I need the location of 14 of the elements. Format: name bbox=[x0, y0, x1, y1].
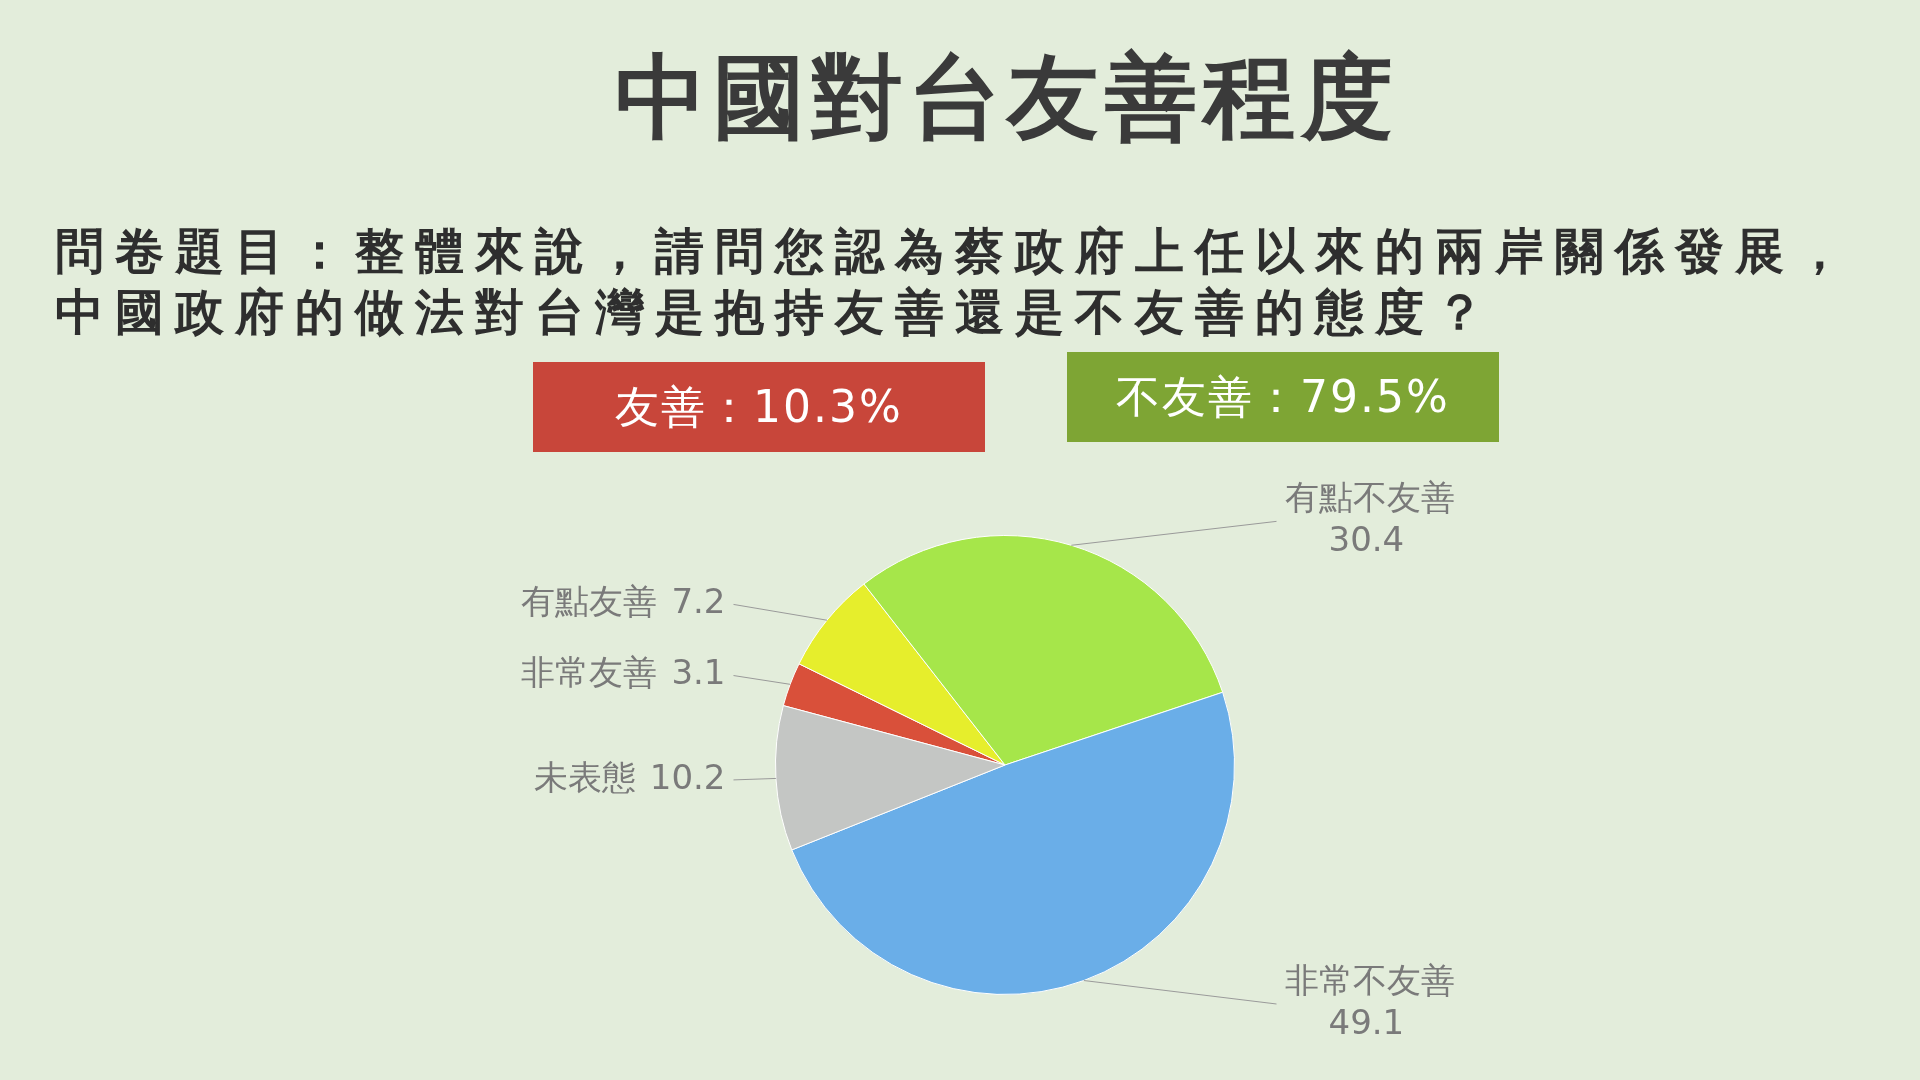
slice-label: 有點不友善 bbox=[1284, 477, 1455, 518]
slice-label: 有點友善 bbox=[521, 581, 658, 622]
chart-title: 中國對台友善程度 bbox=[614, 43, 1400, 153]
data-label: 10.2 bbox=[649, 756, 726, 797]
slice-label: 非常不友善 bbox=[1284, 959, 1455, 1000]
data-label: 30.4 bbox=[1328, 519, 1405, 560]
text: 友善：10.3% bbox=[533, 362, 985, 452]
data-label: 3.1 bbox=[671, 652, 726, 693]
data-label: 49.1 bbox=[1328, 1001, 1405, 1042]
data-label: 7.2 bbox=[671, 581, 726, 622]
slice-label: 未表態 bbox=[533, 756, 636, 797]
chart-subtitle: 問卷題目：整體來說，請問您認為蔡政府上任以來的兩岸關係發展，中國政府的做法對台灣是抱持友善還是不友善的態度？ bbox=[55, 221, 1856, 343]
text: 不友善：79.5% bbox=[1067, 352, 1499, 442]
slice-label: 非常友善 bbox=[521, 652, 658, 693]
